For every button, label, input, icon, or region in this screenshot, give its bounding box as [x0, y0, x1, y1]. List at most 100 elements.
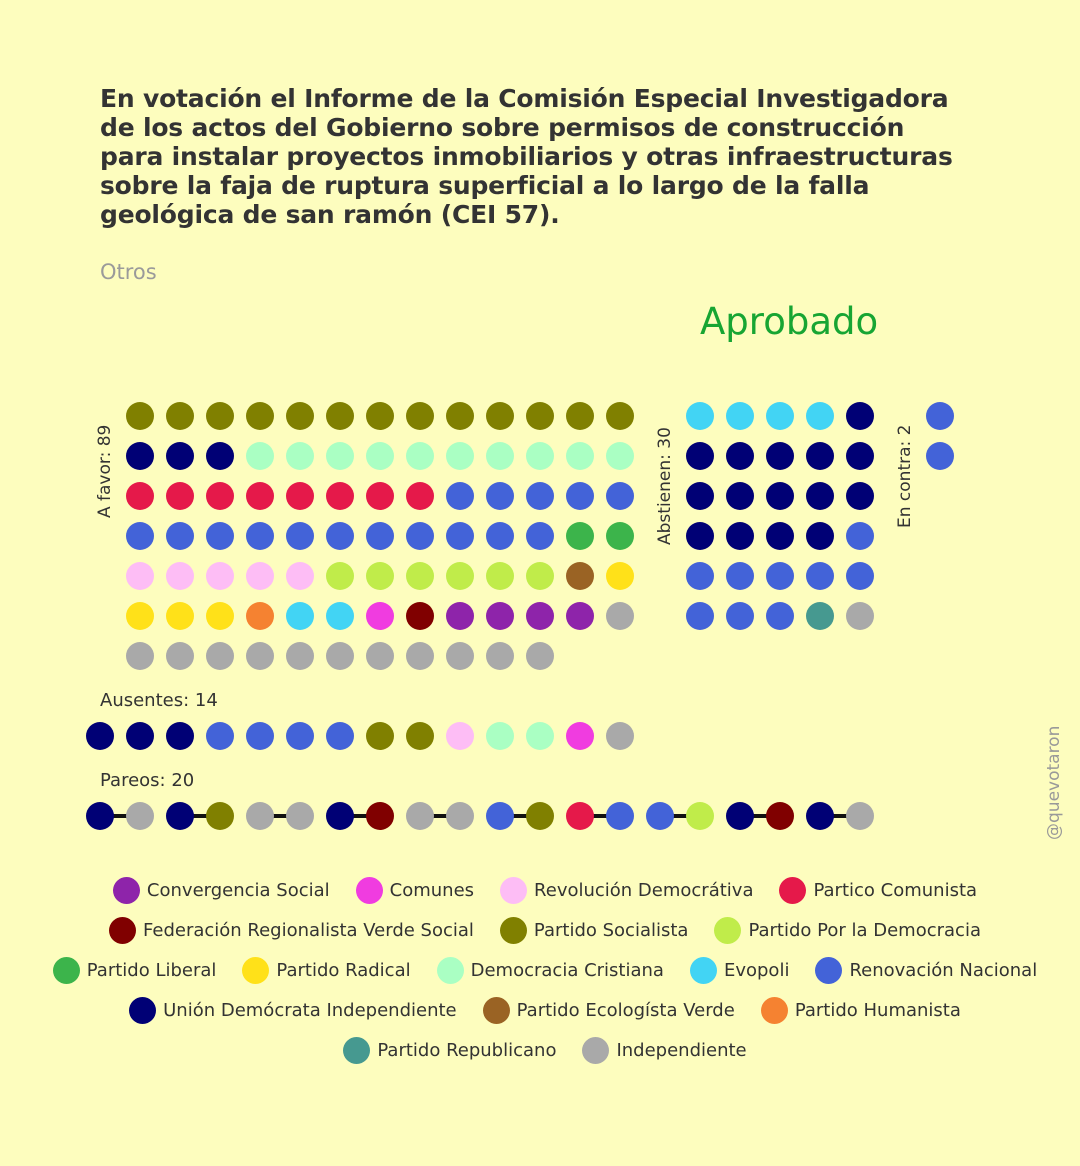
legend-swatch — [436, 956, 464, 984]
seat-ausente-udi — [126, 722, 154, 750]
seat-a-favor-ps — [206, 402, 234, 430]
pareos-label: Pareos: 20 — [100, 770, 195, 791]
legend: Convergencia Social Comunes Revolución Dem… — [30, 876, 1060, 1064]
legend-item-pr: Partido Radical — [242, 956, 411, 984]
seat-abstienen-rep — [806, 602, 834, 630]
seat-a-favor-ind — [526, 642, 554, 670]
legend-label: Partido Socialista — [533, 919, 689, 941]
seat-a-favor-rn — [406, 522, 434, 550]
legend-label: Unión Demócrata Independiente — [163, 999, 457, 1021]
seat-a-favor-ps — [326, 402, 354, 430]
legend-swatch — [714, 916, 742, 944]
legend-item-ps: Partido Socialista — [499, 916, 689, 944]
seat-ausente-dc — [486, 722, 514, 750]
seat-a-favor-rd — [286, 562, 314, 590]
seat-pareo-frvs — [366, 802, 394, 830]
seat-a-favor-rd — [126, 562, 154, 590]
legend-swatch — [129, 996, 157, 1024]
seat-a-favor-dc — [286, 442, 314, 470]
legend-item-rep: Partido Republicano — [343, 1036, 556, 1064]
seat-a-favor-rn — [446, 482, 474, 510]
seat-a-favor-dc — [366, 442, 394, 470]
legend-item-com: Comunes — [355, 876, 474, 904]
legend-label: Revolución Democrátiva — [534, 879, 754, 901]
seat-a-favor-dc — [526, 442, 554, 470]
legend-label: Partido Republicano — [377, 1039, 557, 1061]
seat-a-favor-ps — [366, 402, 394, 430]
seat-a-favor-ps — [486, 402, 514, 430]
seat-pareo-pc — [566, 802, 594, 830]
seat-ausente-udi — [166, 722, 194, 750]
seat-a-favor-ind — [406, 642, 434, 670]
seat-a-favor-ps — [406, 402, 434, 430]
seat-ausente-ps — [366, 722, 394, 750]
seat-ausente-dc — [526, 722, 554, 750]
seat-a-favor-dc — [406, 442, 434, 470]
legend-swatch — [52, 956, 80, 984]
seat-a-favor-pc — [126, 482, 154, 510]
seat-a-favor-ind — [326, 642, 354, 670]
seat-pareo-ind — [286, 802, 314, 830]
seat-a-favor-evo — [286, 602, 314, 630]
seat-abstienen-udi — [726, 522, 754, 550]
seat-a-favor-ps — [446, 402, 474, 430]
seat-a-favor-ind — [126, 642, 154, 670]
legend-label: Partico Comunista — [813, 879, 978, 901]
seat-pareo-udi — [326, 802, 354, 830]
chart-title: En votación el Informe de la Comisión Es… — [100, 84, 953, 229]
seat-a-favor-ps — [286, 402, 314, 430]
seat-pareo-rn — [646, 802, 674, 830]
seat-abstienen-rn — [766, 562, 794, 590]
legend-swatch — [109, 916, 136, 944]
seat-a-favor-cs — [566, 602, 594, 630]
legend-label: Partido Radical — [276, 959, 411, 981]
seat-abstienen-udi — [686, 522, 714, 550]
seat-a-favor-pc — [326, 482, 354, 510]
ausentes-label: Ausentes: 14 — [100, 690, 218, 711]
seat-a-favor-rn — [366, 522, 394, 550]
chart-subtitle: Otros — [100, 260, 157, 284]
legend-swatch — [689, 956, 717, 984]
seat-a-favor-ppd — [326, 562, 354, 590]
seat-pareo-ind — [126, 802, 154, 830]
seat-pareo-ps — [206, 802, 234, 830]
legend-item-ppd: Partido Por la Democracia — [714, 916, 981, 944]
legend-item-ph: Partido Humanista — [760, 996, 961, 1024]
seat-a-favor-dc — [446, 442, 474, 470]
seat-abstienen-udi — [806, 522, 834, 550]
seat-abstienen-udi — [686, 442, 714, 470]
seat-pareo-udi — [166, 802, 194, 830]
seat-a-favor-ppd — [526, 562, 554, 590]
seat-a-favor-dc — [246, 442, 274, 470]
seat-pareo-ind — [406, 802, 434, 830]
seat-pareo-udi — [86, 802, 114, 830]
legend-item-cs: Convergencia Social — [112, 876, 330, 904]
seat-a-favor-pr — [606, 562, 634, 590]
legend-swatch — [343, 1036, 371, 1064]
seat-abstienen-rn — [726, 602, 754, 630]
seat-pareo-ind — [246, 802, 274, 830]
seat-a-favor-cs — [526, 602, 554, 630]
seat-abstienen-ind — [846, 602, 874, 630]
seat-a-favor-dc — [606, 442, 634, 470]
seat-a-favor-ind — [486, 642, 514, 670]
seat-a-favor-cs — [486, 602, 514, 630]
legend-label: Convergencia Social — [146, 879, 330, 901]
seat-en-contra-rn — [926, 402, 954, 430]
seat-a-favor-rn — [246, 522, 274, 550]
seat-a-favor-rn — [446, 522, 474, 550]
seat-a-favor-ps — [126, 402, 154, 430]
legend-swatch — [760, 996, 788, 1024]
legend-swatch — [815, 956, 843, 984]
seat-abstienen-rn — [726, 562, 754, 590]
seat-en-contra-rn — [926, 442, 954, 470]
seat-abstienen-udi — [846, 442, 874, 470]
seat-abstienen-udi — [766, 482, 794, 510]
seat-a-favor-com — [366, 602, 394, 630]
seat-a-favor-ind — [286, 642, 314, 670]
watermark: @quevotaron — [1044, 725, 1064, 840]
legend-item-evo: Evopoli — [689, 956, 789, 984]
seat-a-favor-ind — [166, 642, 194, 670]
seat-a-favor-ind — [366, 642, 394, 670]
